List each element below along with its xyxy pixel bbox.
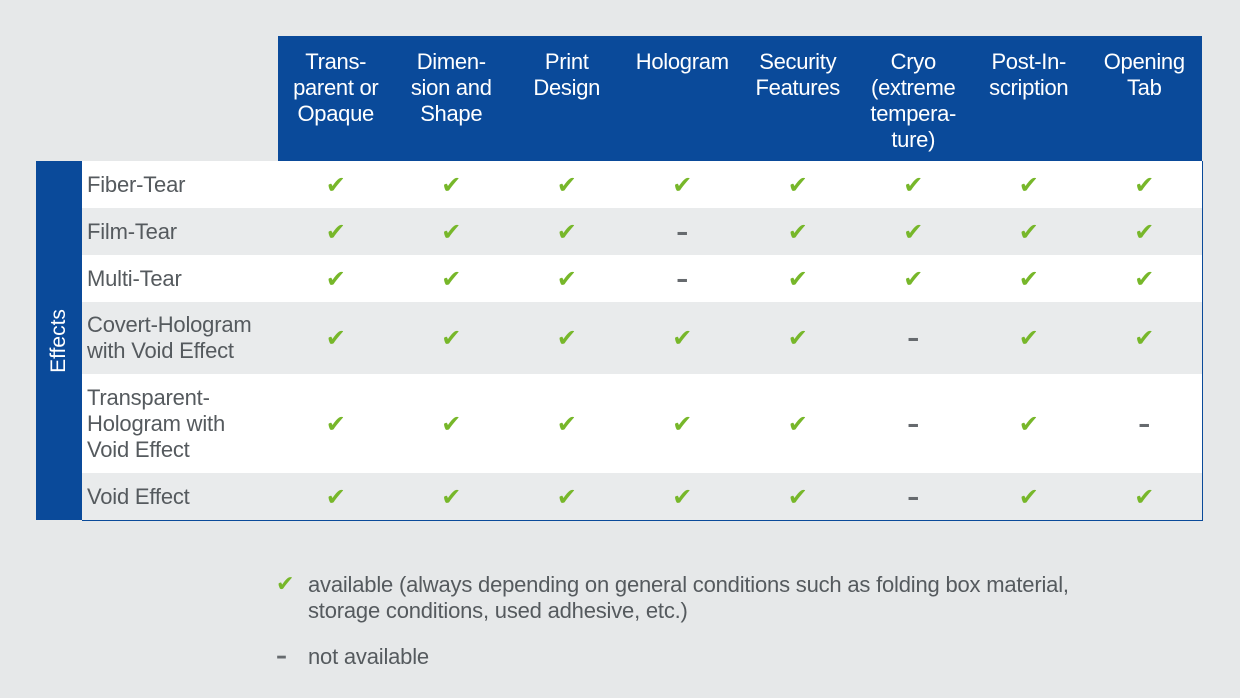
check-icon: ✔ xyxy=(1018,409,1039,438)
check-icon: ✔ xyxy=(787,217,808,246)
check-icon: ✔ xyxy=(325,324,346,352)
column-header-hologram: Hologram xyxy=(635,49,729,74)
check-icon: ✔ xyxy=(787,264,808,293)
dash-icon: – xyxy=(276,644,287,669)
check-icon: ✔ xyxy=(1018,264,1039,293)
check-icon: ✔ xyxy=(325,482,346,511)
dash-icon: – xyxy=(907,324,920,352)
check-icon: ✔ xyxy=(1134,324,1155,352)
check-icon: ✔ xyxy=(787,482,808,511)
check-icon: ✔ xyxy=(441,264,462,293)
check-icon: ✔ xyxy=(556,170,577,199)
check-icon: ✔ xyxy=(556,324,577,352)
check-icon: ✔ xyxy=(787,409,808,438)
row-label: Covert-Hologram with Void Effect xyxy=(87,312,252,363)
row-label: Fiber-Tear xyxy=(87,171,186,197)
dash-icon: – xyxy=(676,264,689,293)
check-icon: ✔ xyxy=(325,264,346,293)
legend: ✔ available (always depending on general… xyxy=(276,572,1069,690)
check-icon: ✔ xyxy=(1018,482,1039,511)
column-header-security: Security Features xyxy=(755,49,841,100)
check-icon: ✔ xyxy=(325,217,346,246)
feature-table: Fiber-Tear ✔ ✔ ✔ ✔ ✔ ✔ ✔ ✔ Film-Tear ✔ ✔ ✔ – ✔ ✔ ✔ ✔ Mul… xyxy=(82,161,1203,521)
check-icon: ✔ xyxy=(556,482,577,511)
check-icon: ✔ xyxy=(556,217,577,246)
check-icon: ✔ xyxy=(441,409,462,438)
check-icon: ✔ xyxy=(441,324,462,352)
check-icon: ✔ xyxy=(1018,324,1039,352)
column-header-opening-tab: Opening Tab xyxy=(1103,49,1185,100)
table-row: Multi-Tear ✔ ✔ ✔ – ✔ ✔ ✔ ✔ xyxy=(82,255,1202,302)
table-row: Film-Tear ✔ ✔ ✔ – ✔ ✔ ✔ ✔ xyxy=(82,208,1202,255)
effects-side-bar: Effects xyxy=(36,161,82,520)
table-row: Void Effect ✔ ✔ ✔ ✔ ✔ – ✔ ✔ xyxy=(82,473,1202,520)
table-row: Transparent- Hologram with Void Effect ✔ ✔… xyxy=(82,374,1202,473)
check-icon: ✔ xyxy=(325,409,346,438)
legend-available-text: available (always depending on general c… xyxy=(308,572,1069,623)
legend-not-available-text: not available xyxy=(308,644,429,669)
check-icon: ✔ xyxy=(672,409,693,438)
row-label: Void Effect xyxy=(87,483,190,509)
check-icon: ✔ xyxy=(787,170,808,199)
check-icon: ✔ xyxy=(1134,170,1155,199)
check-icon: ✔ xyxy=(441,482,462,511)
legend-item-not-available: – not available xyxy=(276,644,1069,670)
column-header-post-inscription: Post-In- scription xyxy=(989,49,1069,100)
column-header-print-design: Print Design xyxy=(533,49,601,100)
column-header-cryo: Cryo (extreme tempera- ture) xyxy=(870,49,957,152)
row-label: Film-Tear xyxy=(87,218,177,244)
check-icon: ✔ xyxy=(672,324,693,352)
check-icon: ✔ xyxy=(903,170,924,199)
check-icon: ✔ xyxy=(672,482,693,511)
check-icon: ✔ xyxy=(325,170,346,199)
check-icon: ✔ xyxy=(1134,264,1155,293)
check-icon: ✔ xyxy=(903,264,924,293)
check-icon: ✔ xyxy=(672,170,693,199)
check-icon: ✔ xyxy=(1018,217,1039,246)
dash-icon: – xyxy=(907,409,920,438)
dash-icon: – xyxy=(1138,409,1151,438)
dash-icon: – xyxy=(676,217,689,246)
column-header-transparency: Trans- parent or Opaque xyxy=(293,49,379,126)
check-icon: ✔ xyxy=(276,572,295,597)
check-icon: ✔ xyxy=(903,217,924,246)
row-label: Multi-Tear xyxy=(87,265,182,291)
check-icon: ✔ xyxy=(787,324,808,352)
check-icon: ✔ xyxy=(1134,482,1155,511)
column-header-dimension: Dimen- sion and Shape xyxy=(410,49,492,126)
check-icon: ✔ xyxy=(1134,217,1155,246)
row-label: Transparent- Hologram with Void Effect xyxy=(87,384,226,462)
check-icon: ✔ xyxy=(441,170,462,199)
check-icon: ✔ xyxy=(1018,170,1039,199)
check-icon: ✔ xyxy=(556,409,577,438)
table-row: Covert-Hologram with Void Effect ✔ ✔ ✔ ✔ ✔ – ✔ ✔ xyxy=(82,302,1202,374)
column-header-row: Trans- parent or Opaque Dimen- sion and … xyxy=(278,36,1202,161)
dash-icon: – xyxy=(907,482,920,511)
check-icon: ✔ xyxy=(556,264,577,293)
effects-label: Effects xyxy=(47,308,70,373)
table-row: Fiber-Tear ✔ ✔ ✔ ✔ ✔ ✔ ✔ ✔ xyxy=(82,161,1202,208)
legend-item-available: ✔ available (always depending on general… xyxy=(276,572,1069,624)
check-icon: ✔ xyxy=(441,217,462,246)
